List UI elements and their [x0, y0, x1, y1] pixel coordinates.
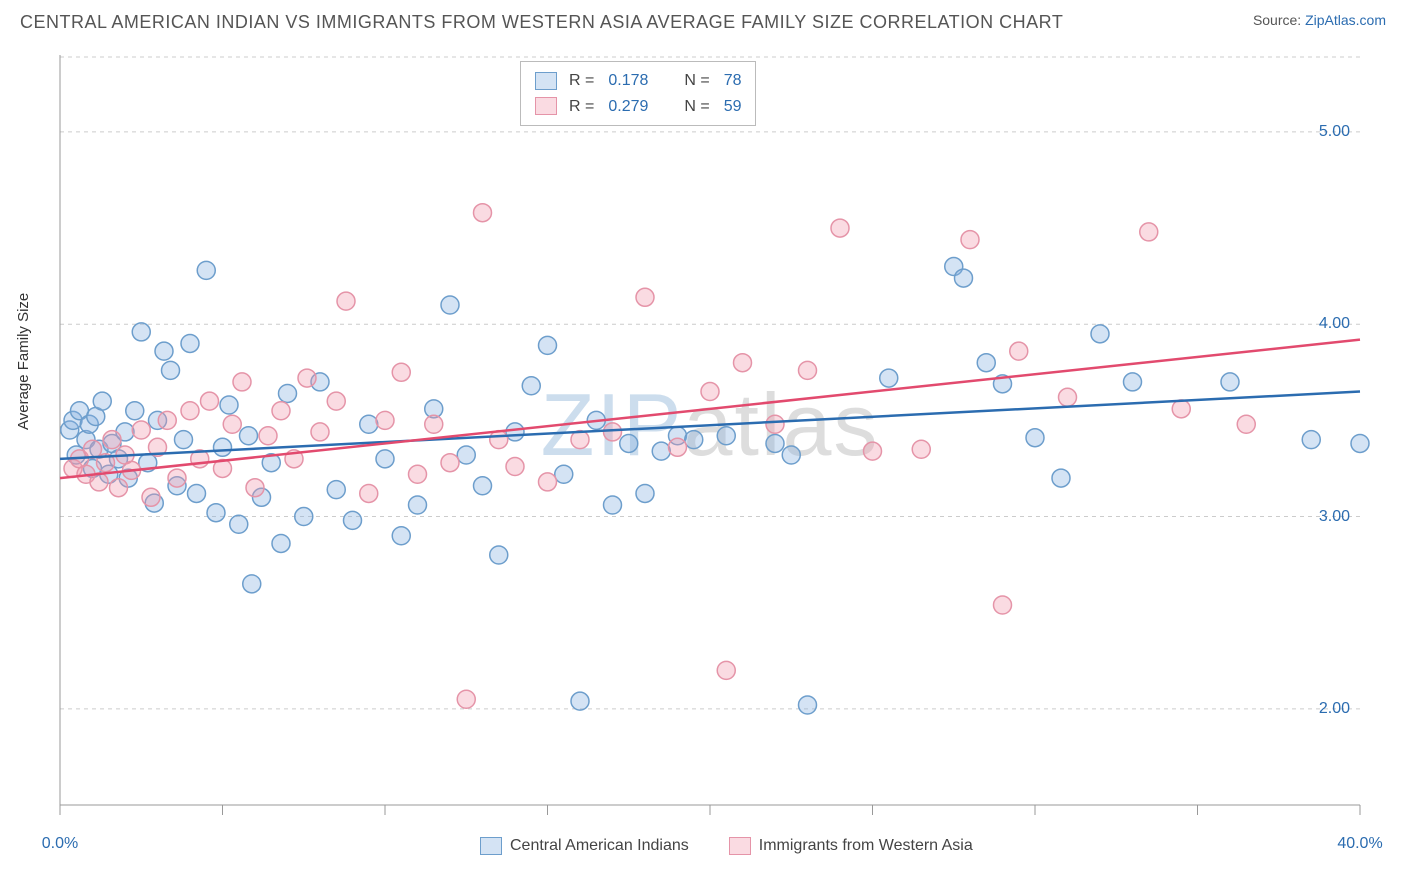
series-legend: Central American Indians Immigrants from…	[480, 837, 973, 855]
n-value-2: 59	[724, 94, 742, 120]
x-tick-label: 40.0%	[1337, 835, 1382, 853]
source-label: Source: ZipAtlas.com	[1253, 12, 1386, 28]
n-value-1: 78	[724, 68, 742, 94]
legend-swatch-pink-2	[729, 837, 751, 855]
x-tick-label: 0.0%	[42, 835, 78, 853]
source-link[interactable]: ZipAtlas.com	[1305, 12, 1386, 28]
y-tick-label: 2.00	[1319, 700, 1350, 718]
chart-title: CENTRAL AMERICAN INDIAN VS IMMIGRANTS FR…	[20, 12, 1063, 33]
legend-item-1: Central American Indians	[480, 837, 689, 855]
legend-swatch-blue-2	[480, 837, 502, 855]
r-value-2: 0.279	[608, 94, 662, 120]
y-axis-label: Average Family Size	[15, 293, 32, 430]
r-value-1: 0.178	[608, 68, 662, 94]
correlation-legend: R = 0.178 N = 78 R = 0.279 N = 59	[520, 61, 756, 126]
y-tick-label: 3.00	[1319, 508, 1350, 526]
legend-row-1: R = 0.178 N = 78	[535, 68, 741, 94]
legend-swatch-blue	[535, 72, 557, 90]
y-tick-label: 5.00	[1319, 123, 1350, 141]
chart-plot-area: ZIPatlas R = 0.178 N = 78 R = 0.279 N = …	[60, 55, 1360, 825]
chart-header: CENTRAL AMERICAN INDIAN VS IMMIGRANTS FR…	[0, 0, 1406, 41]
legend-swatch-pink	[535, 97, 557, 115]
scatter-plot	[60, 55, 1360, 825]
legend-item-2: Immigrants from Western Asia	[729, 837, 973, 855]
y-tick-label: 4.00	[1319, 315, 1350, 333]
legend-row-2: R = 0.279 N = 59	[535, 94, 741, 120]
